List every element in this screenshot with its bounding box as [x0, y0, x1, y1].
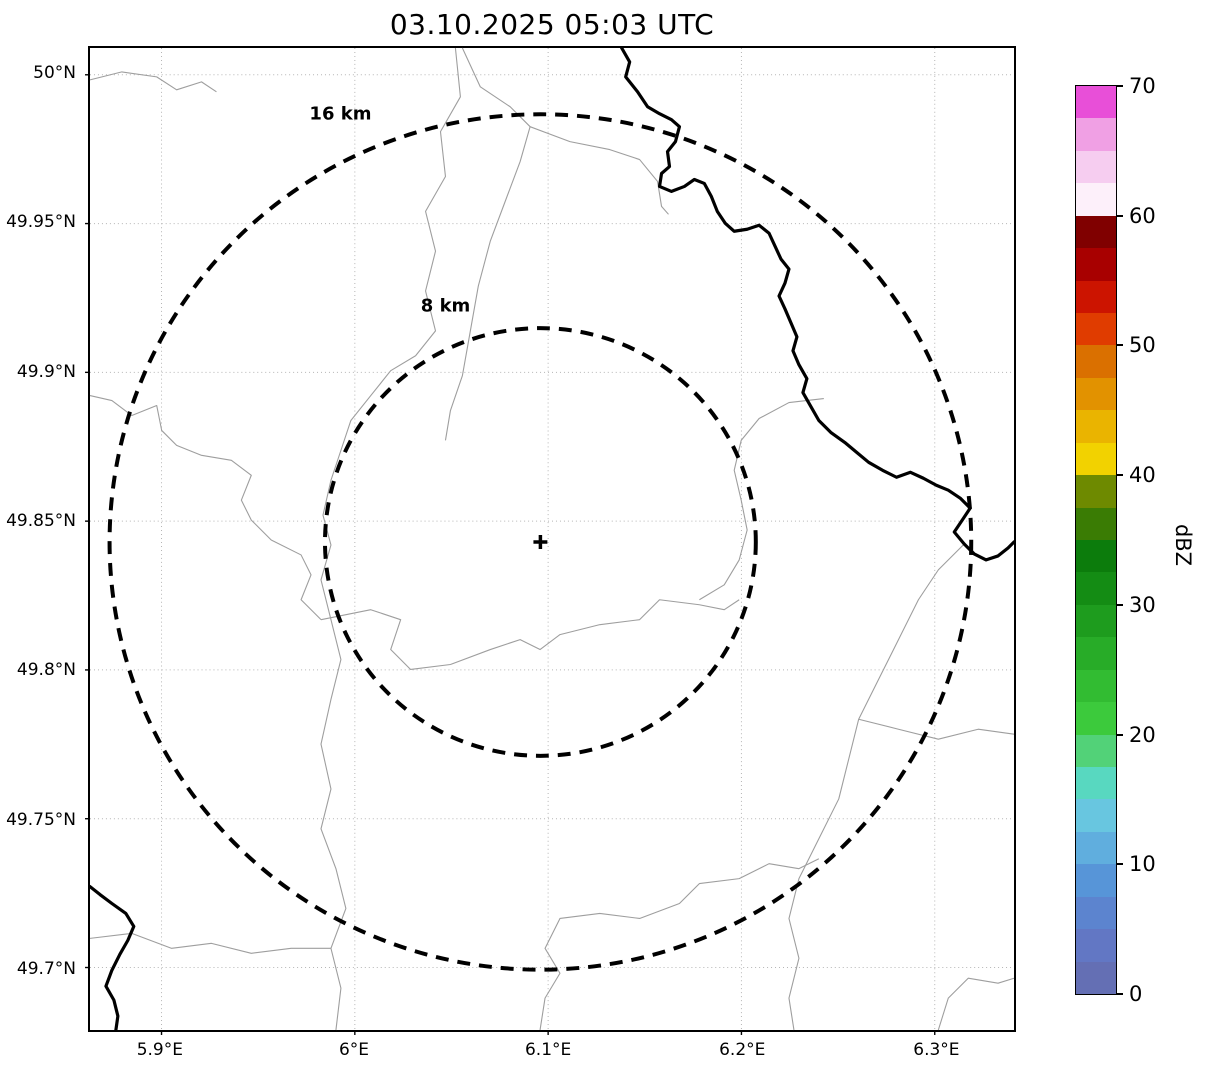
colorbar-tick-label: 70 [1129, 74, 1156, 98]
river-line [88, 884, 136, 1032]
colorbar-tick-mark [1116, 214, 1123, 217]
colorbar-band [1076, 669, 1116, 703]
x-axis-tick-labels: 5.9°E 6°E 6.1°E 6.2°E 6.3°E [88, 1038, 1016, 1064]
colorbar-tick-mark [1116, 733, 1123, 736]
boundary-line [937, 977, 1015, 1031]
colorbar-band [1076, 150, 1116, 184]
x-tick-label: 6.3°E [913, 1040, 960, 1060]
y-tick-label: 49.95°N [6, 212, 76, 233]
colorbar-tick-label: 0 [1129, 982, 1143, 1006]
colorbar-tick-mark [1116, 344, 1123, 347]
colorbar-band [1076, 572, 1116, 605]
colorbar-band [1076, 896, 1116, 930]
colorbar: 0 10 20 30 40 50 60 70 [1075, 74, 1156, 1006]
boundary-line [320, 599, 740, 671]
colorbar-band [1076, 637, 1116, 670]
colorbar-axis-label: dBZ [1171, 523, 1195, 567]
colorbar-tick-label: 60 [1129, 203, 1156, 228]
colorbar-tick-label: 30 [1129, 592, 1156, 617]
colorbar-band [1076, 540, 1116, 573]
colorbar-band [1076, 280, 1116, 313]
colorbar-tick-mark [1116, 85, 1123, 87]
colorbar-band [1076, 442, 1116, 476]
y-tick-label: 50°N [33, 62, 76, 83]
range-ring-16km [107, 112, 974, 972]
y-tick-label: 49.7°N [16, 959, 76, 980]
colorbar-band [1076, 929, 1116, 962]
colorbar-band [1076, 248, 1116, 281]
colorbar-band [1076, 475, 1116, 508]
colorbar-band [1076, 313, 1116, 346]
colorbar-tick-label: 50 [1129, 333, 1156, 358]
boundary-line [788, 544, 964, 1031]
colorbar-tick-mark [1116, 863, 1123, 866]
chart-title: 03.10.2025 05:03 UTC [389, 8, 715, 41]
boundary-line [699, 398, 824, 601]
boundary-line [89, 395, 322, 621]
x-tick-label: 6.1°E [524, 1040, 572, 1060]
colorbar-tick-mark [1116, 603, 1123, 606]
x-tick-label: 5.9°E [136, 1040, 183, 1060]
boundary-line [89, 71, 217, 93]
y-tick-label: 49.75°N [6, 809, 76, 830]
colorbar-band [1076, 410, 1116, 443]
colorbar-band [1076, 183, 1116, 216]
colorbar-bands [1076, 86, 1116, 994]
map-plot: 16 km 8 km [85, 46, 1016, 1035]
range-ring-label-16km: 16 km [309, 103, 372, 125]
x-tick-label: 6°E [338, 1040, 369, 1060]
boundary-line [529, 126, 669, 215]
y-tick-label: 49.8°N [16, 660, 76, 681]
boundary-line [444, 47, 531, 441]
colorbar-band [1076, 215, 1116, 249]
colorbar-band [1076, 507, 1116, 540]
map-canvas [85, 46, 1016, 1035]
colorbar-band [1076, 345, 1116, 378]
colorbar-tick-mark [1116, 474, 1123, 477]
colorbar-tick-label: 20 [1129, 722, 1156, 747]
y-tick-label: 49.85°N [6, 511, 76, 532]
radar-site-marker [533, 535, 548, 549]
range-ring-8km [322, 326, 758, 758]
colorbar-band [1076, 734, 1116, 767]
colorbar-tick-label: 40 [1129, 463, 1156, 488]
colorbar-band [1076, 702, 1116, 735]
colorbar-band [1076, 961, 1116, 994]
colorbar-tick-mark [1116, 993, 1123, 995]
colorbar-band [1076, 604, 1116, 638]
range-ring-label-8km: 8 km [420, 295, 471, 317]
boundary-line [539, 858, 820, 1031]
colorbar-band [1076, 831, 1116, 865]
colorbar-band [1076, 86, 1116, 119]
colorbar-band [1076, 377, 1116, 411]
x-tick-label: 6.2°E [719, 1040, 766, 1060]
boundary-line [858, 718, 1015, 740]
river-line [620, 46, 1016, 562]
colorbar-band [1076, 118, 1116, 151]
y-axis-tick-labels: 49.7°N 49.75°N 49.8°N 49.85°N 49.9°N 49.95°N 5… [0, 46, 82, 1032]
y-tick-label: 49.9°N [16, 361, 76, 382]
colorbar-tick-label: 10 [1129, 852, 1156, 877]
boundary-line [320, 47, 461, 1031]
colorbar-band [1076, 767, 1116, 800]
colorbar-band [1076, 799, 1116, 832]
colorbar-band [1076, 864, 1116, 897]
